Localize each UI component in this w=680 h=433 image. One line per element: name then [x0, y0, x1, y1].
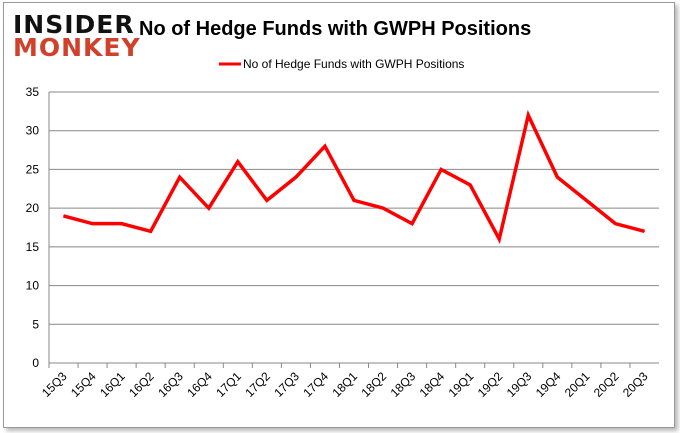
- data-point: [179, 176, 181, 178]
- x-tick-label: 19Q1: [446, 369, 477, 400]
- data-point: [150, 230, 152, 232]
- y-tick-label: 5: [32, 317, 39, 331]
- x-tick-label: 17Q1: [213, 369, 244, 400]
- data-point: [469, 184, 471, 186]
- data-point: [324, 145, 326, 147]
- data-point: [63, 215, 65, 217]
- x-tick-label: 19Q3: [504, 369, 535, 400]
- data-point: [498, 238, 500, 240]
- x-tick-label: 16Q1: [97, 369, 128, 400]
- chart-frame: INSIDER MONKEY No of Hedge Funds with GW…: [3, 2, 675, 428]
- y-tick-label: 20: [26, 201, 40, 215]
- x-tick-label: 15Q3: [39, 369, 70, 400]
- y-tick-label: 25: [26, 162, 40, 176]
- x-tick-label: 17Q2: [242, 369, 273, 400]
- insider-monkey-logo: INSIDER MONKEY: [13, 10, 141, 62]
- data-point: [585, 199, 587, 201]
- data-point: [440, 168, 442, 170]
- x-tick-label: 15Q4: [68, 369, 99, 400]
- logo-text-insider: INSIDER: [13, 10, 135, 39]
- data-point: [643, 230, 645, 232]
- logo-text-monkey: MONKEY: [13, 33, 141, 62]
- y-tick-label: 10: [26, 279, 40, 293]
- line-chart: INSIDER MONKEY No of Hedge Funds with GW…: [13, 10, 659, 400]
- data-point: [411, 223, 413, 225]
- data-point: [92, 223, 94, 225]
- data-point: [556, 176, 558, 178]
- x-tick-label: 18Q2: [359, 369, 390, 400]
- x-tick-label: 20Q3: [620, 369, 651, 400]
- x-tick-label: 16Q2: [126, 369, 157, 400]
- data-point: [237, 161, 239, 163]
- data-point: [382, 207, 384, 209]
- x-tick-label: 16Q4: [184, 369, 215, 400]
- data-point: [266, 199, 268, 201]
- x-tick-label: 16Q3: [155, 369, 186, 400]
- x-tick-label: 20Q1: [562, 369, 593, 400]
- legend-label: No of Hedge Funds with GWPH Positions: [243, 57, 464, 71]
- y-tick-label: 30: [26, 124, 40, 138]
- y-tick-label: 15: [26, 240, 40, 254]
- x-tick-label: 20Q2: [591, 369, 622, 400]
- x-tick-label: 19Q4: [533, 369, 564, 400]
- data-point: [121, 223, 123, 225]
- x-tick-label: 18Q1: [329, 369, 360, 400]
- data-point: [295, 176, 297, 178]
- data-point: [614, 223, 616, 225]
- x-tick-label: 18Q4: [417, 369, 448, 400]
- legend: No of Hedge Funds with GWPH Positions: [219, 57, 464, 71]
- chart-title: No of Hedge Funds with GWPH Positions: [139, 18, 531, 40]
- x-tick-label: 19Q2: [475, 369, 506, 400]
- data-point: [208, 207, 210, 209]
- x-tick-label: 17Q4: [300, 369, 331, 400]
- data-point: [353, 199, 355, 201]
- x-tick-label: 18Q3: [388, 369, 419, 400]
- data-point: [527, 114, 529, 116]
- y-tick-label: 35: [26, 85, 40, 99]
- x-tick-label: 17Q3: [271, 369, 302, 400]
- y-tick-label: 0: [32, 356, 39, 370]
